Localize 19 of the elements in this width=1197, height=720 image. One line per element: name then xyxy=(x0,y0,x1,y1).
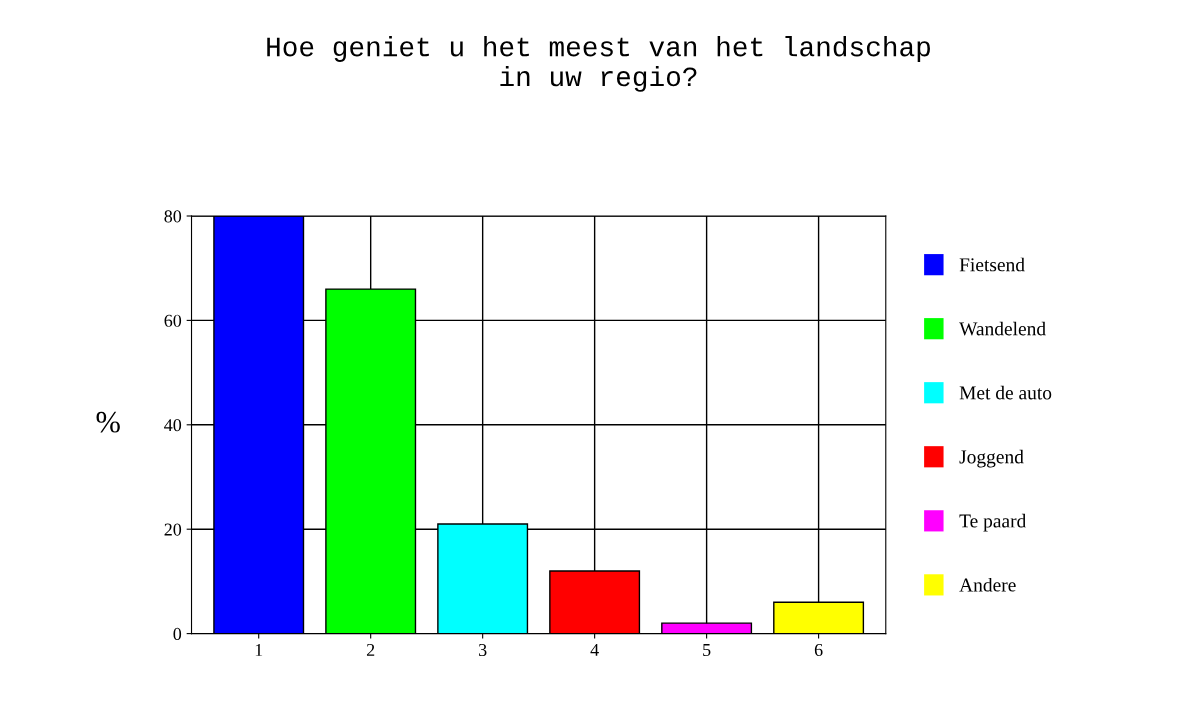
x-tick-label: 4 xyxy=(590,643,599,656)
legend-label: Wandelend xyxy=(959,321,1046,336)
y-tick-label: 0 xyxy=(173,627,182,641)
y-tick-label: 40 xyxy=(164,419,182,432)
legend-label: Joggend xyxy=(959,449,1024,468)
x-tick-label: 3 xyxy=(479,643,487,657)
y-tick-label: 80 xyxy=(164,210,182,223)
y-tick-label: 20 xyxy=(164,523,182,536)
legend-label: Fietsend xyxy=(959,257,1025,272)
y-axis-title: % xyxy=(96,411,120,433)
legend-label: Te paard xyxy=(959,513,1027,532)
x-tick-label: 1 xyxy=(255,643,263,656)
chart-title: Hoe geniet u het meest van het landschap in uw regio? xyxy=(267,36,930,92)
legend-label: Andere xyxy=(959,577,1016,592)
x-tick-label: 6 xyxy=(814,643,823,657)
legend-label: Met de auto xyxy=(959,385,1052,400)
y-tick-label: 60 xyxy=(164,314,182,327)
x-tick-label: 5 xyxy=(703,644,711,657)
x-tick-label: 2 xyxy=(366,643,375,656)
